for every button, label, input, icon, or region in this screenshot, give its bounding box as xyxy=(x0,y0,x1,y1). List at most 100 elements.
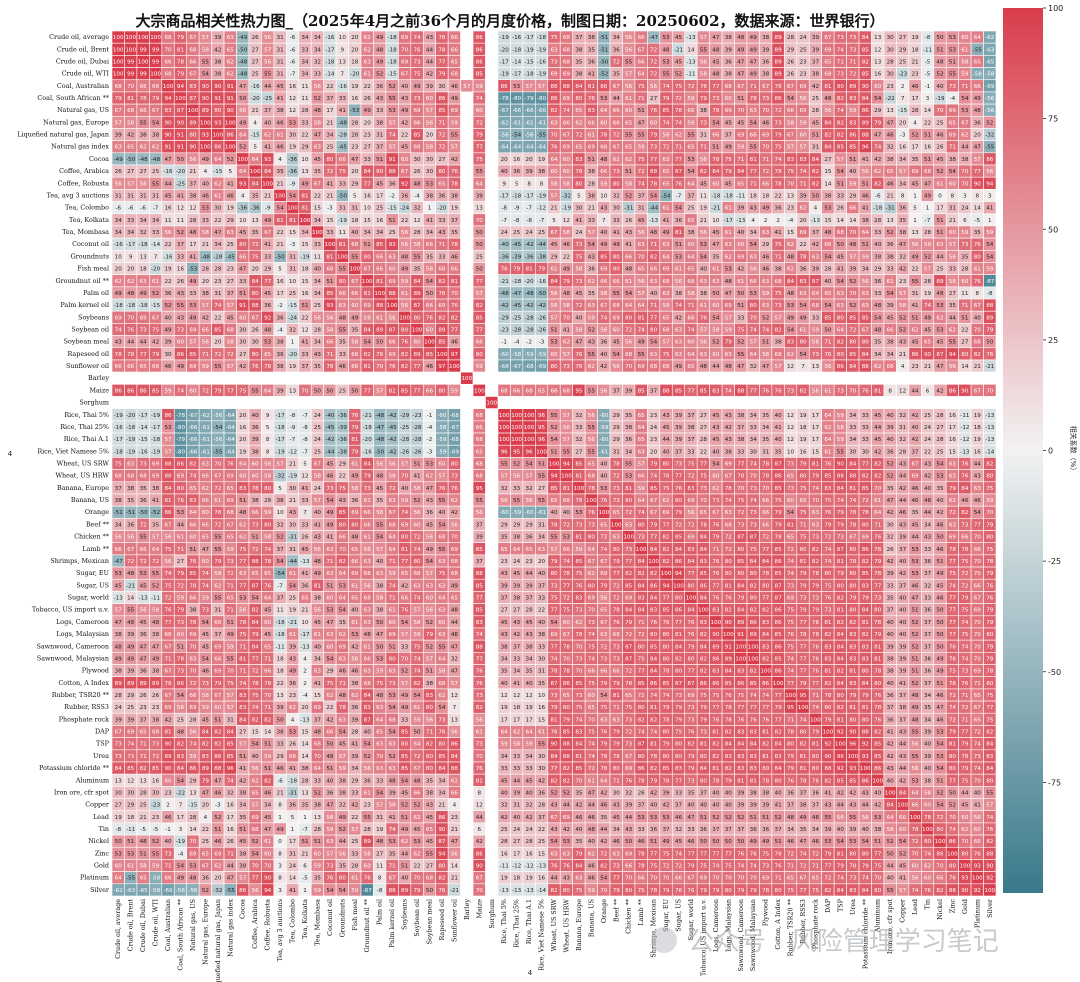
heatmap-cell xyxy=(547,396,561,409)
heatmap-cell xyxy=(485,493,499,507)
heatmap-cell xyxy=(871,371,885,385)
heatmap-cell xyxy=(485,237,499,251)
heatmap-cell xyxy=(970,396,984,409)
heatmap-cell xyxy=(485,444,499,458)
chart-title: 大宗商品相关性热力图_（2025年4月之前36个月的月度价格，制图日期：2025… xyxy=(135,12,884,30)
heatmap-cell xyxy=(734,371,748,385)
heatmap-cell xyxy=(385,396,399,409)
heatmap-cell xyxy=(460,603,474,617)
heatmap-cell xyxy=(709,396,723,409)
heatmap-cell xyxy=(460,761,474,775)
heatmap-cell xyxy=(734,396,748,409)
heatmap-cell xyxy=(460,712,474,726)
heatmap-cell xyxy=(858,371,872,385)
heatmap-cell xyxy=(460,554,474,568)
heatmap-cell xyxy=(149,396,163,409)
heatmap-cell xyxy=(298,371,312,385)
heatmap-cell xyxy=(211,396,225,409)
heatmap-cell xyxy=(721,396,735,409)
heatmap-cell xyxy=(460,213,474,227)
heatmap-cell xyxy=(808,371,822,385)
heatmap-cell xyxy=(173,371,187,385)
heatmap-cell xyxy=(535,396,549,409)
heatmap-cell xyxy=(410,371,424,385)
heatmap-cell xyxy=(485,700,499,714)
heatmap-cell xyxy=(460,810,474,824)
heatmap-cell xyxy=(920,371,935,385)
heatmap-cell xyxy=(323,371,337,385)
heatmap-cell xyxy=(460,688,474,702)
heatmap-cell xyxy=(572,396,586,409)
heatmap-cell xyxy=(460,834,474,848)
heatmap-cell xyxy=(871,396,885,409)
heatmap-cell xyxy=(460,822,474,836)
heatmap-cell xyxy=(460,432,474,446)
heatmap-cell xyxy=(460,274,474,288)
heatmap-cell xyxy=(460,676,474,690)
heatmap-cell xyxy=(173,396,187,409)
heatmap-cell xyxy=(460,408,474,422)
heatmap-cell xyxy=(485,371,499,385)
heatmap-cell xyxy=(460,749,474,763)
heatmap-cell xyxy=(671,371,686,385)
heatmap-cell xyxy=(161,371,175,385)
heatmap-cell xyxy=(485,359,499,373)
heatmap-cell xyxy=(472,371,486,385)
heatmap-cell xyxy=(933,396,947,409)
heatmap-cell xyxy=(460,384,474,397)
heatmap-cell xyxy=(547,371,561,385)
heatmap-cell xyxy=(485,615,499,629)
heatmap-cell xyxy=(485,530,499,543)
heatmap-cell xyxy=(833,396,847,409)
heatmap-cell xyxy=(460,237,474,251)
heatmap-cell xyxy=(460,737,474,751)
heatmap-cell xyxy=(684,396,698,409)
heatmap-cell xyxy=(460,189,474,202)
heatmap-cell xyxy=(460,725,474,738)
heatmap-cell xyxy=(236,396,250,409)
heatmap-cell xyxy=(945,396,959,409)
heatmap-cell xyxy=(983,371,997,385)
heatmap-cell xyxy=(460,262,474,275)
heatmap-cell xyxy=(609,371,623,385)
heatmap-cell xyxy=(223,371,237,385)
heatmap-cell xyxy=(858,396,872,409)
heatmap-cell xyxy=(335,396,349,409)
heatmap-cell xyxy=(759,371,773,385)
heatmap-cell xyxy=(410,396,424,409)
heatmap-cell xyxy=(485,347,499,361)
heatmap-cell xyxy=(846,396,860,409)
heatmap-cell xyxy=(485,286,499,300)
heatmap-cell xyxy=(485,737,499,751)
heatmap-cell xyxy=(373,371,387,385)
heatmap-cell xyxy=(460,164,474,178)
heatmap-cell xyxy=(485,310,499,324)
heatmap-cell xyxy=(485,469,499,483)
heatmap-cell xyxy=(111,396,125,409)
heatmap-cell xyxy=(510,396,524,409)
heatmap-cell xyxy=(659,371,673,385)
heatmap-cell xyxy=(958,396,972,409)
heatmap-cell xyxy=(460,627,474,641)
heatmap-cell xyxy=(933,371,947,385)
heatmap-cell xyxy=(846,371,860,385)
heatmap-cell xyxy=(796,396,810,409)
heatmap-cell xyxy=(535,371,549,385)
heatmap-cell xyxy=(460,42,474,56)
heatmap-cell xyxy=(746,396,760,409)
heatmap-cell xyxy=(485,42,499,56)
heatmap-cell xyxy=(485,566,499,580)
heatmap-cell xyxy=(485,103,499,117)
heatmap-cell xyxy=(659,396,673,409)
heatmap-cell xyxy=(447,396,461,409)
heatmap-cell xyxy=(422,396,437,409)
heatmap-cell xyxy=(485,128,499,141)
heatmap-cell xyxy=(460,115,474,129)
heatmap-cell xyxy=(485,115,499,129)
heatmap-cell xyxy=(485,554,499,568)
heatmap-cell xyxy=(896,371,910,385)
heatmap-cell xyxy=(460,493,474,507)
heatmap-cell xyxy=(460,639,474,653)
heatmap-cells xyxy=(111,30,997,897)
heatmap-cell xyxy=(460,664,474,678)
